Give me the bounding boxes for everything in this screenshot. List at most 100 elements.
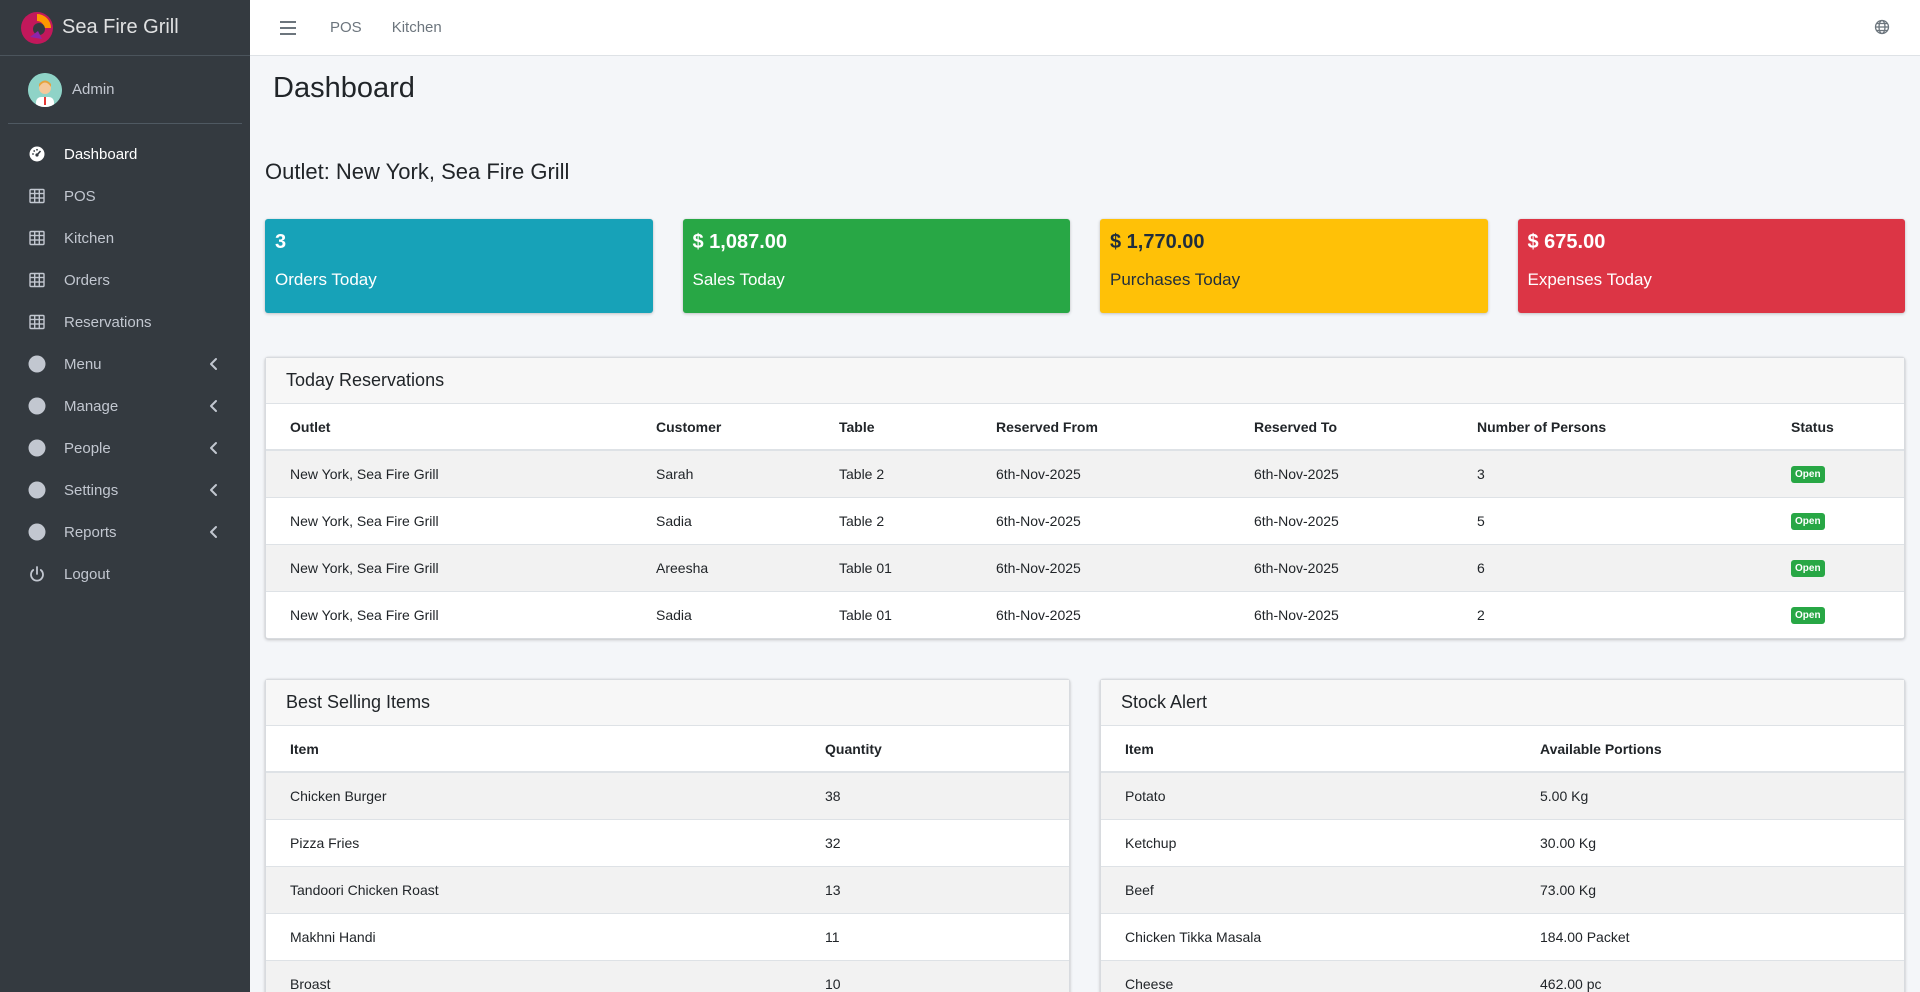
table-cell: 462.00 pc xyxy=(1516,959,1904,992)
table-cell: Chicken Tikka Masala xyxy=(1101,912,1516,960)
sidebar-item-reports[interactable]: Reports xyxy=(8,512,242,552)
table-cell: 6 xyxy=(1453,543,1767,591)
globe-icon[interactable] xyxy=(1874,19,1890,35)
tachometer-icon xyxy=(28,145,46,163)
column-header: Outlet xyxy=(266,404,632,451)
table-cell: 6th-Nov-2025 xyxy=(972,496,1230,544)
table-cell: 38 xyxy=(801,771,1069,819)
sidebar-item-logout[interactable]: Logout xyxy=(8,554,242,594)
sales-today-box[interactable]: $ 1,087.00 Sales Today xyxy=(682,219,1070,313)
table-cell: Sadia xyxy=(632,590,815,638)
table-icon xyxy=(28,271,46,289)
status-cell: Open xyxy=(1767,496,1904,544)
circle-icon xyxy=(28,397,46,415)
table-cell: 6th-Nov-2025 xyxy=(1230,590,1453,638)
expenses-today-box[interactable]: $ 675.00 Expenses Today xyxy=(1517,219,1905,313)
user-name: Admin xyxy=(72,81,115,98)
best-selling-table: Item Quantity Chicken Burger 38 Pizza Fries… xyxy=(266,726,1069,992)
top-link-kitchen[interactable]: Kitchen xyxy=(391,19,442,36)
table-cell: Pizza Fries xyxy=(266,818,801,866)
sidebar-item-menu[interactable]: Menu xyxy=(8,344,242,384)
hamburger-menu-icon[interactable] xyxy=(280,20,296,35)
table-cell: Sarah xyxy=(632,449,815,497)
stat-label: Orders Today xyxy=(275,270,377,289)
stat-label: Purchases Today xyxy=(1110,270,1241,289)
outlet-title: Outlet: New York, Sea Fire Grill xyxy=(265,159,570,184)
status-cell: Open xyxy=(1767,590,1904,638)
table-cell: Tandoori Chicken Roast xyxy=(266,865,801,913)
chevron-left-icon xyxy=(206,356,222,372)
table-cell: New York, Sea Fire Grill xyxy=(266,590,632,638)
table-cell: Makhni Handi xyxy=(266,912,801,960)
table-cell: 3 xyxy=(1453,449,1767,497)
sidebar-item-manage[interactable]: Manage xyxy=(8,386,242,426)
sidebar-item-reservations[interactable]: Reservations xyxy=(8,302,242,342)
circle-icon xyxy=(28,481,46,499)
table-cell: 11 xyxy=(801,912,1069,960)
column-header: Reserved From xyxy=(972,404,1230,451)
sidebar-item-label: Reports xyxy=(64,523,117,541)
brand-link[interactable]: Sea Fire Grill xyxy=(0,0,250,56)
top-navbar: POS Kitchen xyxy=(250,0,1920,56)
status-badge: Open xyxy=(1791,466,1825,484)
sidebar-item-kitchen[interactable]: Kitchen xyxy=(8,218,242,258)
table-row: Broast 10 xyxy=(266,959,1069,992)
stat-label: Expenses Today xyxy=(1527,270,1652,289)
stat-label: Sales Today xyxy=(692,270,785,289)
column-header: Available Portions xyxy=(1516,726,1904,773)
table-cell: Chicken Burger xyxy=(266,771,801,819)
page-title: Dashboard xyxy=(273,72,415,104)
table-row: New York, Sea Fire Grill Sadia Table 01 6th… xyxy=(266,590,1904,638)
purchases-today-box[interactable]: $ 1,770.00 Purchases Today xyxy=(1100,219,1488,313)
table-cell: Table 2 xyxy=(815,449,972,497)
reservations-card: Today Reservations Outlet Customer Table Re… xyxy=(265,357,1905,639)
table-row: Pizza Fries 32 xyxy=(266,818,1069,866)
power-icon xyxy=(28,565,46,583)
table-cell: 6th-Nov-2025 xyxy=(972,543,1230,591)
sidebar: Sea Fire Grill Admin Dashboard POS Kitchen… xyxy=(0,0,250,992)
table-cell: 10 xyxy=(801,959,1069,992)
table-cell: Potato xyxy=(1101,771,1516,819)
table-cell: Ketchup xyxy=(1101,818,1516,866)
stat-value: $ 1,087.00 xyxy=(692,231,788,253)
column-header: Item xyxy=(266,726,801,773)
top-link-pos[interactable]: POS xyxy=(330,19,362,36)
sidebar-item-label: Logout xyxy=(64,565,110,583)
sidebar-item-label: People xyxy=(64,439,111,457)
sidebar-nav: Dashboard POS Kitchen Orders Reservations Men… xyxy=(0,134,250,594)
table-cell: 6th-Nov-2025 xyxy=(1230,496,1453,544)
stat-value: $ 675.00 xyxy=(1527,231,1606,253)
orders-today-box[interactable]: 3 Orders Today xyxy=(265,219,653,313)
column-header: Reserved To xyxy=(1230,404,1453,451)
table-cell: Table 01 xyxy=(815,590,972,638)
sidebar-item-settings[interactable]: Settings xyxy=(8,470,242,510)
sidebar-item-label: Dashboard xyxy=(64,145,138,163)
sidebar-item-people[interactable]: People xyxy=(8,428,242,468)
circle-icon xyxy=(28,439,46,457)
table-cell: 30.00 Kg xyxy=(1516,818,1904,866)
table-row: New York, Sea Fire Grill Sadia Table 2 6th-… xyxy=(266,496,1904,544)
sidebar-item-label: Orders xyxy=(64,271,110,289)
table-cell: 73.00 Kg xyxy=(1516,865,1904,913)
table-icon xyxy=(28,229,46,247)
sidebar-item-dashboard[interactable]: Dashboard xyxy=(8,134,242,174)
sidebar-item-orders[interactable]: Orders xyxy=(8,260,242,300)
table-cell: Beef xyxy=(1101,865,1516,913)
table-row: New York, Sea Fire Grill Areesha Table 01 6… xyxy=(266,543,1904,591)
table-cell: 184.00 Packet xyxy=(1516,912,1904,960)
user-panel[interactable]: Admin xyxy=(8,56,242,124)
card-title: Best Selling Items xyxy=(266,680,1069,726)
table-cell: 6th-Nov-2025 xyxy=(972,590,1230,638)
stock-alert-card: Stock Alert Item Available Portions Potat… xyxy=(1100,679,1905,992)
table-cell: 32 xyxy=(801,818,1069,866)
bottom-row: Best Selling Items Item Quantity Chicken … xyxy=(265,679,1905,992)
stat-value: $ 1,770.00 xyxy=(1110,231,1205,253)
status-badge: Open xyxy=(1791,513,1825,530)
table-cell: Sadia xyxy=(632,496,815,544)
table-row: Chicken Tikka Masala 184.00 Packet xyxy=(1101,912,1904,960)
column-header: Quantity xyxy=(801,726,1069,773)
sidebar-item-pos[interactable]: POS xyxy=(8,176,242,216)
table-cell: Broast xyxy=(266,959,801,992)
table-row: Ketchup 30.00 Kg xyxy=(1101,818,1904,866)
sidebar-item-label: Kitchen xyxy=(64,229,115,247)
